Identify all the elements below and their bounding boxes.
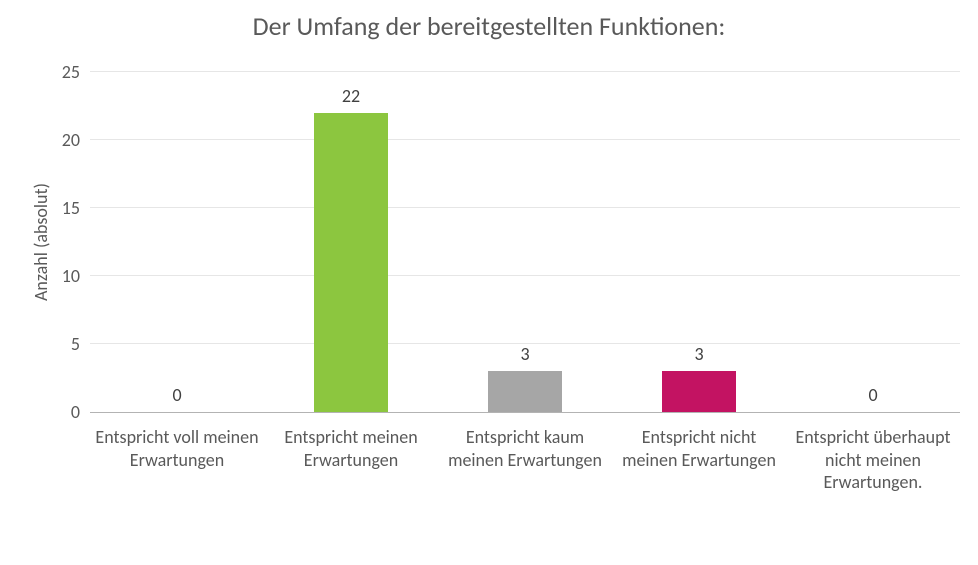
bar-chart: Der Umfang der bereitgestellten Funktion…: [0, 0, 978, 565]
plot-area: 0510152025 0Entspricht voll meinen Erwar…: [90, 72, 960, 412]
bar-value-label: 22: [321, 85, 381, 107]
x-tick-label: Entspricht meinen Erwartungen: [266, 426, 436, 471]
bars-container: 0Entspricht voll meinen Erwartungen22Ent…: [90, 72, 960, 412]
bar: [314, 113, 389, 412]
bar-value-label: 3: [669, 343, 729, 365]
bar: [488, 371, 563, 412]
y-axis-label: Anzahl (absolut): [30, 72, 52, 412]
bar-value-label: 0: [147, 384, 207, 406]
bar: [662, 371, 737, 412]
chart-title: Der Umfang der bereitgestellten Funktion…: [0, 10, 978, 42]
y-tick-label: 10: [40, 265, 80, 287]
y-tick-label: 5: [40, 333, 80, 355]
y-tick-label: 0: [40, 401, 80, 423]
x-tick-label: Entspricht kaum meinen Erwartungen: [440, 426, 610, 471]
bar-value-label: 3: [495, 343, 555, 365]
x-axis-baseline: [90, 412, 960, 413]
x-tick-label: Entspricht überhaupt nicht meinen Erwart…: [788, 426, 958, 494]
x-tick-label: Entspricht nicht meinen Erwartungen: [614, 426, 784, 471]
y-tick-label: 25: [40, 61, 80, 83]
y-tick-label: 15: [40, 197, 80, 219]
bar-value-label: 0: [843, 384, 903, 406]
x-tick-label: Entspricht voll meinen Erwartungen: [92, 426, 262, 471]
y-tick-label: 20: [40, 129, 80, 151]
